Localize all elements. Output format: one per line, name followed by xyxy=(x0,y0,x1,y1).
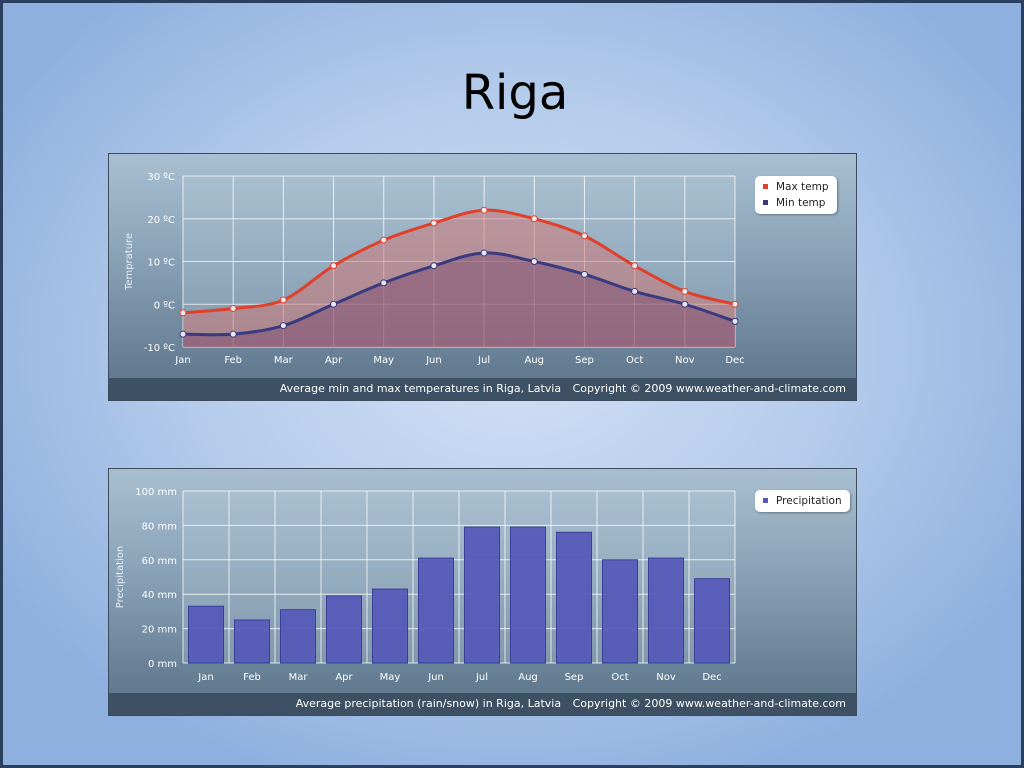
point-max-temp-dec xyxy=(731,300,739,308)
point-min-temp-sep xyxy=(580,270,588,278)
temperature-copyright: Copyright © 2009 www.weather-and-climate… xyxy=(572,382,846,395)
precipitation-legend: Precipitation xyxy=(755,490,850,512)
bar-aug xyxy=(510,526,546,664)
point-max-temp-may xyxy=(380,236,388,244)
bar-jan xyxy=(188,605,224,664)
point-max-temp-apr xyxy=(330,262,338,270)
bar-may xyxy=(372,588,408,664)
point-max-temp-mar xyxy=(279,296,287,304)
x-tick-label-mar: Mar xyxy=(289,672,309,683)
x-tick-label-jun: Jun xyxy=(427,672,444,683)
x-tick-label-jan: Jan xyxy=(197,672,213,683)
x-tick-label-jul: Jul xyxy=(477,355,490,366)
precipitation-chart: 100 mm 80 mm 60 mm 40 mm 20 mm 0 mm Precipitat… xyxy=(108,468,857,716)
bar-feb xyxy=(234,619,270,664)
point-max-temp-sep xyxy=(580,232,588,240)
point-min-temp-nov xyxy=(681,300,689,308)
bar-jul xyxy=(464,526,500,664)
point-min-temp-apr xyxy=(330,300,338,308)
x-tick-label-aug: Aug xyxy=(518,672,538,683)
point-min-temp-feb xyxy=(229,330,237,338)
x-tick-label-dec: Dec xyxy=(725,355,744,366)
x-tick-label-apr: Apr xyxy=(335,672,353,683)
bar-sep xyxy=(556,531,592,664)
bar-oct xyxy=(602,559,638,664)
x-tick-label-jun: Jun xyxy=(425,355,442,366)
x-tick-label-nov: Nov xyxy=(656,672,676,683)
legend-item-precipitation: Precipitation xyxy=(763,493,842,509)
x-tick-label-sep: Sep xyxy=(565,672,584,683)
y-tick-label: 60 mm xyxy=(142,556,177,567)
precipitation-copyright: Copyright © 2009 www.weather-and-climate… xyxy=(572,697,846,710)
series-line-max-temp xyxy=(182,208,736,315)
precipitation-caption: Average precipitation (rain/snow) in Rig… xyxy=(295,697,562,710)
point-min-temp-jan xyxy=(179,330,187,338)
x-tick-label-mar: Mar xyxy=(274,355,294,366)
min-temp-swatch xyxy=(763,199,768,205)
x-tick-label-aug: Aug xyxy=(525,355,545,366)
y-tick-label: 10 ºC xyxy=(147,258,175,269)
point-max-temp-oct xyxy=(631,262,639,270)
slide-title: Riga xyxy=(461,65,569,121)
point-min-temp-may xyxy=(380,279,388,287)
y-tick-label: 80 mm xyxy=(142,521,177,532)
x-tick-label-jul: Jul xyxy=(475,672,488,683)
series-line-min-temp xyxy=(182,251,736,337)
point-min-temp-jun xyxy=(430,262,438,270)
precipitation-swatch xyxy=(763,497,768,503)
x-tick-label-may: May xyxy=(380,672,401,683)
x-tick-label-feb: Feb xyxy=(224,355,242,366)
x-tick-label-sep: Sep xyxy=(575,355,594,366)
precipitation-chart-plot: 100 mm 80 mm 60 mm 40 mm 20 mm 0 mm Precipitat… xyxy=(115,487,736,683)
legend-label-max-temp: Max temp xyxy=(776,181,829,193)
point-max-temp-nov xyxy=(681,287,689,295)
legend-item-max-temp: Max temp xyxy=(763,179,829,195)
temperature-chart: 30 ºC 20 ºC 10 ºC 0 ºC -10 ºC Jan Feb Mar Apr May… xyxy=(108,153,857,401)
x-tick-label-dec: Dec xyxy=(702,672,721,683)
y-tick-label: 30 ºC xyxy=(147,172,175,183)
x-tick-label-oct: Oct xyxy=(611,672,628,683)
point-min-temp-mar xyxy=(279,322,287,330)
temperature-legend: Max temp Min temp xyxy=(755,176,837,214)
point-max-temp-aug xyxy=(530,215,538,223)
y-tick-label: -10 ºC xyxy=(144,343,175,354)
legend-label-min-temp: Min temp xyxy=(776,197,826,209)
bar-mar xyxy=(280,609,316,664)
legend-item-min-temp: Min temp xyxy=(763,195,829,211)
precipitation-caption-bar: Average precipitation (rain/snow) in Rig… xyxy=(109,693,856,715)
series-area-min-temp xyxy=(183,252,735,347)
x-tick-label-jan: Jan xyxy=(174,355,190,366)
y-tick-label: 20 mm xyxy=(142,625,177,636)
temperature-caption-bar: Average min and max temperatures in Riga… xyxy=(109,378,856,400)
bar-apr xyxy=(326,595,362,664)
y-axis-title: Precipitation xyxy=(115,546,126,609)
x-tick-label-nov: Nov xyxy=(675,355,695,366)
point-max-temp-jul xyxy=(480,206,488,214)
y-tick-label: 20 ºC xyxy=(147,215,175,226)
y-tick-label: 0 mm xyxy=(148,659,177,670)
point-min-temp-oct xyxy=(631,287,639,295)
bar-dec xyxy=(694,578,730,664)
legend-label-precipitation: Precipitation xyxy=(776,495,842,507)
bar-jun xyxy=(418,557,454,664)
x-tick-label-oct: Oct xyxy=(626,355,643,366)
point-max-temp-jun xyxy=(430,219,438,227)
point-max-temp-feb xyxy=(229,305,237,313)
bar-nov xyxy=(648,557,684,664)
x-tick-label-may: May xyxy=(373,355,394,366)
y-tick-label: 100 mm xyxy=(135,487,177,498)
point-min-temp-dec xyxy=(731,317,739,325)
max-temp-swatch xyxy=(763,183,768,189)
temperature-caption: Average min and max temperatures in Riga… xyxy=(279,382,562,395)
point-min-temp-jul xyxy=(480,249,488,257)
point-max-temp-jan xyxy=(179,309,187,317)
x-tick-label-apr: Apr xyxy=(325,355,343,366)
y-axis-title: Temprature xyxy=(124,233,135,291)
point-min-temp-aug xyxy=(530,258,538,265)
y-tick-label: 0 ºC xyxy=(154,300,175,311)
x-tick-label-feb: Feb xyxy=(243,672,261,683)
y-tick-label: 40 mm xyxy=(142,590,177,601)
